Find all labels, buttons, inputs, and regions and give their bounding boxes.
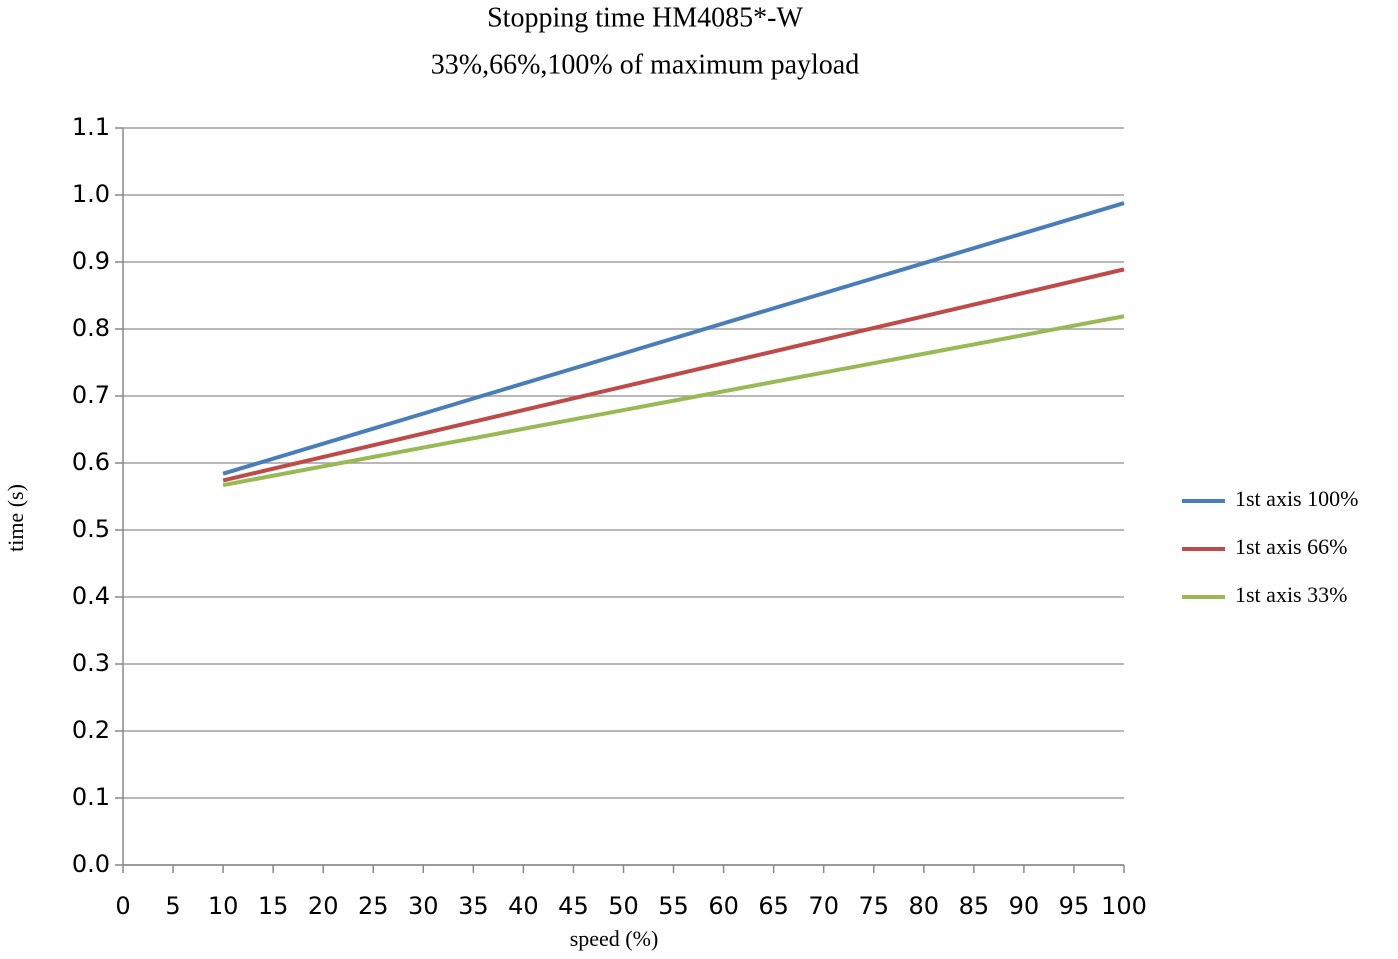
y-tick-label: 0.3 [72,649,110,677]
x-tick-label: 0 [115,892,130,920]
x-tick-label: 50 [608,892,639,920]
x-tick-label: 95 [1059,892,1090,920]
x-tick-label: 10 [208,892,239,920]
y-tick-label: 0.5 [72,515,110,543]
y-tick-label: 0.9 [72,247,110,275]
series-line [222,201,1125,476]
legend-label: 1st axis 66% [1235,534,1347,559]
y-tick-label: 0.7 [72,381,110,409]
y-axis-label: time (s) [3,484,28,552]
x-tick-label: 30 [408,892,439,920]
x-tick-label: 45 [558,892,589,920]
chart-subtitle: 33%,66%,100% of maximum payload [431,49,859,80]
y-tick-label: 0.0 [72,850,110,878]
x-tick-label: 60 [708,892,739,920]
legend-label: 1st axis 33% [1235,582,1347,607]
x-tick-label: 35 [458,892,489,920]
y-tick-label: 1.1 [72,113,110,141]
y-tick-label: 0.1 [72,783,110,811]
y-tick-label: 0.4 [72,582,110,610]
x-tick-label: 75 [858,892,889,920]
x-tick-label: 25 [358,892,389,920]
y-tick-label: 0.8 [72,314,110,342]
x-tick-label: 55 [658,892,689,920]
x-tick-label: 20 [308,892,339,920]
y-tick-label: 0.2 [72,716,110,744]
x-tick-label: 70 [808,892,839,920]
series-line [222,314,1125,488]
legend-label: 1st axis 100% [1235,486,1358,511]
x-axis-label: speed (%) [570,926,659,951]
x-tick-label: 40 [508,892,539,920]
x-tick-label: 5 [165,892,180,920]
chart-title: Stopping time HM4085*-W [487,2,803,33]
series-line [222,267,1125,483]
y-tick-label: 0.6 [72,448,110,476]
x-tick-label: 15 [258,892,289,920]
x-tick-label: 85 [959,892,990,920]
x-tick-label: 80 [909,892,940,920]
y-tick-label: 1.0 [72,180,110,208]
x-tick-label: 65 [758,892,789,920]
x-tick-label: 90 [1009,892,1040,920]
x-tick-label: 100 [1101,892,1147,920]
